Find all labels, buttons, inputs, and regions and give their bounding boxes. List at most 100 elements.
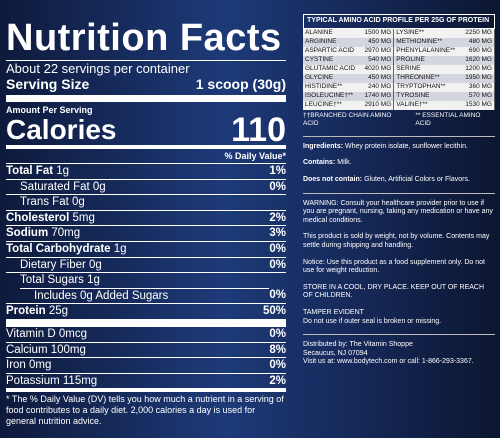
lead: Ingredients:	[303, 142, 344, 150]
tamper-title: TAMPER EVIDENT	[303, 308, 364, 316]
daily-value: 50%	[262, 305, 286, 318]
amino-table: Alanine 1500 mg Lysine** 2250 mg Arginine 450…	[303, 28, 496, 110]
weight-note: This product is sold by weight, not by v…	[303, 233, 490, 249]
serving-size: Serving Size 1 scoop (30g)	[6, 76, 286, 102]
nutrient-amount: 0g	[71, 196, 85, 209]
divider	[303, 192, 495, 194]
nutrient-name: Protein 25g	[6, 304, 68, 319]
daily-value: 0%	[269, 242, 286, 255]
amino-row: Arginine 450 mg Methionine** 480 mg	[303, 37, 496, 47]
amino-row: Isoleucine†** 1740 mg Tyrosine 570 mg	[303, 91, 496, 101]
serving-size-label: Serving Size	[6, 76, 90, 92]
nutrient-amount: 1g	[113, 242, 127, 255]
amino-name: Aspartic Acid	[303, 46, 361, 56]
daily-value: 8%	[269, 343, 286, 356]
nutrient-name: Saturated Fat 0g	[6, 180, 106, 195]
contains: Contains: Milk.	[303, 159, 495, 168]
amino-name: Valine†**	[393, 100, 462, 110]
calories-value: 110	[231, 111, 286, 149]
amino-amount: 540 mg	[360, 55, 395, 65]
amino-name: Histidine**	[303, 82, 361, 92]
calories-label: Calories	[6, 114, 117, 145]
ingredients: Ingredients: Whey protein isolate, sunfl…	[303, 143, 495, 152]
amino-amount: 240 mg	[360, 82, 395, 92]
amino-amount: 2910 mg	[360, 100, 395, 110]
nutrient-name: Iron 0mg	[6, 358, 51, 373]
amino-amount: 2250 mg	[461, 28, 496, 38]
nutrient-amount: 0g	[92, 180, 106, 193]
tamper-text: Do not use if outer seal is broken or mi…	[303, 317, 442, 325]
nutrient-label: Total Sugars	[20, 274, 84, 287]
does-not-contain: Does not contain: Gluten, Artificial Col…	[303, 176, 495, 185]
text: Milk.	[337, 159, 352, 167]
nutrient-row: Cholesterol 5mg 2%	[6, 209, 286, 226]
daily-value-header: % Daily Value*	[224, 151, 286, 161]
nutrient-rows: Total Fat 1g 1% Saturated Fat 0g 0% Trans Fa…	[6, 163, 286, 388]
amino-title: Typical Amino Acid Profile per 25g of Pr…	[303, 14, 495, 29]
amino-amount: 4020 mg	[360, 64, 395, 74]
nutrient-row: Sodium 70mg 3%	[6, 225, 286, 241]
distributor: Secaucus, NJ 07094	[303, 349, 368, 357]
amino-row: Alanine 1500 mg Lysine** 2250 mg	[303, 28, 496, 38]
distributor: Distributed by: The Vitamin Shoppe	[303, 341, 413, 349]
amino-amount: 1620 mg	[461, 55, 496, 65]
nutrient-name: Total Sugars 1g	[6, 273, 100, 288]
warning: WARNING: Consult your healthcare provide…	[303, 199, 493, 224]
nutrient-name: Total Fat 1g	[6, 164, 69, 179]
daily-value: 0%	[269, 327, 286, 340]
amino-amount: 2970 mg	[360, 46, 395, 56]
amino-name: Tyrosine	[393, 91, 462, 101]
amino-row: Aspartic Acid 2970 mg Phenylalanine** 690 m…	[303, 46, 496, 56]
nutrient-label: Total Fat	[6, 165, 54, 177]
serving-size-value: 1 scoop (30g)	[195, 76, 286, 92]
nutrient-label: Vitamin D	[6, 327, 56, 340]
nutrient-row: Includes 0g Added Sugars 0%	[6, 287, 286, 304]
nutrient-name: Calcium 100mg	[6, 343, 86, 358]
nutrient-amount: 5mg	[72, 211, 95, 224]
nutrient-amount: 0mcg	[58, 327, 87, 340]
text: Gluten, Artificial Colors or Flavors.	[364, 175, 470, 183]
amino-legend: ††Branched Chain Amino Acid ** Essential…	[303, 112, 495, 129]
amino-amount: 360 mg	[461, 82, 496, 92]
nutrient-name: Dietary Fiber 0g	[6, 258, 102, 273]
nutrient-amount: 0g	[89, 258, 102, 271]
nutrient-label: Trans Fat	[20, 196, 69, 209]
amino-name: Isoleucine†**	[303, 91, 361, 101]
daily-value: 0%	[269, 359, 286, 372]
amino-name: Tryptophan**	[393, 82, 462, 92]
nutrition-title: Nutrition Facts	[6, 17, 282, 59]
amino-name: Cystine	[303, 55, 361, 65]
footnote: * The % Daily Value (DV) tells you how m…	[6, 388, 286, 427]
amino-name: Phenylalanine**	[393, 46, 462, 56]
distributor: Visit us at: www.bodytech.com or call: 1…	[303, 358, 474, 366]
nutrient-amount: 115mg	[62, 374, 98, 387]
amino-name: Methionine**	[393, 37, 462, 47]
daily-value: 0%	[269, 180, 286, 193]
calories: Calories 110	[6, 111, 286, 149]
daily-value: 2%	[269, 211, 286, 224]
nutrient-row: Iron 0mg 0%	[6, 357, 286, 373]
lead: Contains:	[303, 159, 336, 167]
nutrient-label: Potassium	[6, 374, 60, 387]
nutrient-amount: 1g	[56, 165, 70, 177]
amino-name: Glutamic Acid	[303, 64, 361, 74]
amino-name: Threonine**	[393, 73, 462, 83]
nutrient-label: Cholesterol	[6, 211, 70, 224]
nutrient-label: Calcium	[6, 343, 48, 356]
side-panel: Typical Amino Acid Profile per 25g of Pr…	[303, 14, 496, 367]
nutrient-name: Potassium 115mg	[6, 374, 97, 389]
amino-amount: 1200 mg	[461, 64, 496, 74]
nutrient-row: Vitamin D 0mcg 0%	[6, 325, 286, 342]
text: Whey protein isolate, sunflower lecithin…	[345, 142, 468, 150]
nutrient-name: Cholesterol 5mg	[6, 211, 95, 226]
nutrient-amount: 1g	[87, 274, 100, 287]
amino-name: Alanine	[303, 28, 361, 38]
amino-name: Lysine**	[393, 28, 462, 38]
nutrient-label: Protein	[6, 305, 46, 318]
amino-name: Arginine	[303, 37, 361, 47]
daily-value: 2%	[269, 374, 286, 387]
nutrient-row: Potassium 115mg 2%	[6, 372, 286, 389]
amino-row: Cystine 540 mg Proline 1620 mg	[303, 55, 496, 65]
amino-amount: 570 mg	[461, 91, 496, 101]
daily-value: 0%	[269, 288, 286, 301]
